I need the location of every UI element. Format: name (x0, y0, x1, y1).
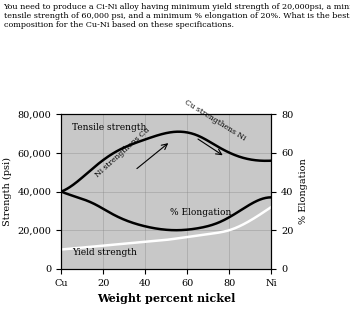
Text: Cu strengthens Ni: Cu strengthens Ni (183, 98, 246, 142)
Text: % Elongation: % Elongation (170, 208, 232, 217)
Text: You need to produce a Ci-Ni alloy having minimum yield strength of 20,000psi, a : You need to produce a Ci-Ni alloy having… (4, 3, 350, 29)
Text: Tensile strength: Tensile strength (72, 123, 146, 132)
Y-axis label: % Elongation: % Elongation (299, 159, 308, 224)
Y-axis label: Strength (psi): Strength (psi) (3, 157, 12, 226)
X-axis label: Weight percent nickel: Weight percent nickel (97, 293, 236, 304)
Text: Ni strengthens Cu: Ni strengthens Cu (93, 126, 151, 179)
Text: Yield strength: Yield strength (72, 248, 136, 257)
